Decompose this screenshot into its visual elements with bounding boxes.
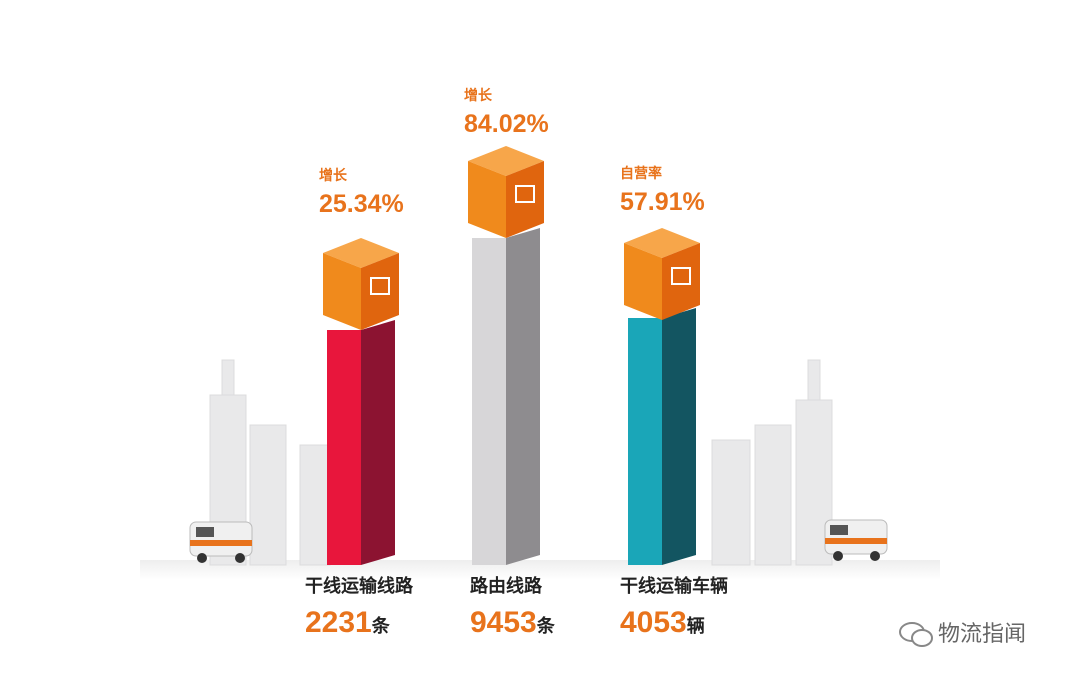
item-name: 干线运输线路 bbox=[305, 575, 414, 596]
column-side bbox=[662, 308, 696, 565]
city-right bbox=[711, 359, 833, 566]
cube-icon bbox=[671, 267, 691, 285]
van-left bbox=[189, 521, 253, 563]
growth-label: 增长 bbox=[319, 167, 348, 183]
item-count: 9453条 bbox=[470, 606, 556, 639]
column-side bbox=[506, 228, 540, 565]
van-right bbox=[824, 519, 888, 561]
cube-right bbox=[361, 253, 399, 330]
cube-left bbox=[468, 161, 506, 238]
watermark: 物流指闻 bbox=[899, 621, 1026, 647]
count-unit: 辆 bbox=[687, 615, 705, 636]
column bbox=[624, 228, 700, 565]
count-number: 9453 bbox=[470, 606, 537, 639]
count-number: 4053 bbox=[620, 606, 687, 639]
column bbox=[323, 238, 399, 565]
cube-icon bbox=[370, 277, 390, 295]
item-name: 路由线路 bbox=[470, 575, 543, 596]
item-name: 干线运输车辆 bbox=[620, 575, 728, 596]
cube-left bbox=[323, 253, 361, 330]
column-front bbox=[472, 238, 506, 565]
growth-value: 57.91% bbox=[620, 188, 705, 216]
count-unit: 条 bbox=[371, 615, 391, 636]
growth-value: 84.02% bbox=[464, 110, 549, 138]
growth-value: 25.34% bbox=[319, 190, 404, 218]
column-front bbox=[628, 318, 662, 565]
count-number: 2231 bbox=[305, 606, 372, 639]
cube-icon bbox=[515, 185, 535, 203]
cube-right bbox=[506, 161, 544, 238]
growth-label: 自营率 bbox=[620, 165, 662, 181]
column-side bbox=[361, 320, 395, 565]
count-unit: 条 bbox=[536, 615, 556, 636]
item-count: 2231条 bbox=[305, 606, 391, 639]
column-front bbox=[327, 330, 361, 565]
growth-label: 增长 bbox=[464, 87, 493, 103]
column bbox=[468, 146, 544, 565]
cube-right bbox=[662, 243, 700, 320]
item-count: 4053辆 bbox=[620, 606, 705, 639]
cube-left bbox=[624, 243, 662, 320]
watermark-text: 物流指闻 bbox=[938, 621, 1026, 646]
